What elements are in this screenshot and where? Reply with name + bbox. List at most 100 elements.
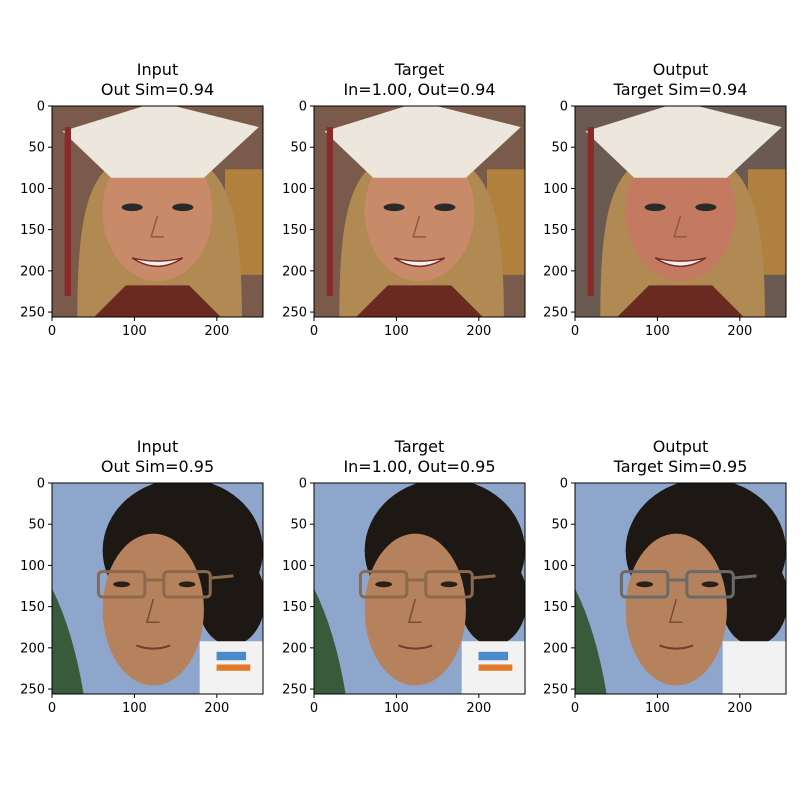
subplot-panel: 0 100 200 0 50 100 150 200 250 Input Out Sim=0.95	[10, 437, 270, 737]
face	[625, 533, 727, 686]
foliage	[314, 588, 346, 694]
x-tick-label: 100	[384, 701, 409, 716]
y-tick-label: 150	[543, 223, 568, 238]
y-tick-label: 150	[20, 223, 45, 238]
subplot-title-line2: In=1.00, Out=0.94	[343, 80, 496, 99]
tassel	[587, 127, 594, 296]
y-tick-label: 250	[543, 306, 568, 321]
x-tick-label: 200	[466, 701, 491, 716]
axes-frame	[313, 482, 526, 695]
x-tick-label: 100	[384, 324, 409, 339]
photo-image	[52, 483, 263, 694]
tassel	[326, 127, 333, 296]
subplot-panel: 0 100 200 0 50 100 150 200 250 Target In=1.00, Out…	[272, 60, 532, 360]
y-tick-label: 0	[560, 477, 568, 492]
right-eye	[701, 581, 719, 588]
y-tick-label: 200	[282, 641, 307, 656]
x-tick-label: 100	[122, 701, 147, 716]
badge-logo	[216, 651, 247, 661]
subplot-svg: 0 100 200 0 50 100 150 200 250	[543, 100, 787, 339]
name-badge	[722, 641, 786, 694]
y-tick-label: 50	[28, 518, 45, 533]
right-eye	[434, 203, 456, 212]
axes-frame	[51, 482, 264, 695]
y-tick-label: 100	[20, 182, 45, 197]
subplot-title-line1: Input	[136, 60, 179, 79]
subplot-svg: 0 100 200 0 50 100 150 200 250	[20, 477, 264, 716]
x-tick-label: 0	[571, 324, 579, 339]
graduation-cap	[585, 106, 782, 178]
x-tick-label: 200	[466, 324, 491, 339]
y-tick-label: 150	[543, 600, 568, 615]
subplot-title-line2: Out Sim=0.95	[100, 457, 215, 476]
y-tick-label: 0	[299, 477, 307, 492]
subplot-panel: 0 100 200 0 50 100 150 200 250 Input Out Sim=0.94	[10, 60, 270, 360]
y-tick-label: 250	[282, 306, 307, 321]
graduation-cap	[62, 106, 259, 178]
subplot-title-line1: Input	[136, 437, 179, 456]
photo-image	[52, 106, 263, 317]
subplot-title-line2: In=1.00, Out=0.95	[343, 457, 496, 476]
glasses-arm	[733, 574, 757, 580]
hair-side	[197, 552, 263, 646]
left-eye	[644, 203, 666, 212]
left-eye	[383, 203, 405, 212]
y-tick-label: 250	[543, 683, 568, 698]
subplot-title-line1: Target	[394, 437, 445, 456]
y-tick-label: 200	[543, 264, 568, 279]
y-tick-label: 200	[543, 641, 568, 656]
subplot-panel: 0 100 200 0 50 100 150 200 250 Output Target Sim=0…	[533, 437, 793, 737]
subplot-title-line1: Output	[652, 437, 709, 456]
subplot-title-line2: Target Sim=0.94	[613, 80, 748, 99]
y-tick-label: 100	[543, 559, 568, 574]
y-tick-label: 50	[551, 141, 568, 156]
y-tick-label: 0	[560, 100, 568, 115]
glasses-arm	[210, 574, 234, 580]
hair-side	[459, 552, 525, 646]
axes-frame	[313, 105, 526, 318]
smile	[654, 257, 707, 268]
x-tick-label: 100	[645, 701, 670, 716]
y-tick-label: 100	[20, 559, 45, 574]
left-eye	[121, 203, 143, 212]
y-tick-label: 50	[290, 518, 307, 533]
y-tick-label: 200	[20, 641, 45, 656]
subplot-svg: 0 100 200 0 50 100 150 200 250	[20, 100, 264, 339]
y-tick-label: 100	[282, 182, 307, 197]
subplot-title-line2: Out Sim=0.94	[100, 80, 215, 99]
right-eye	[440, 581, 458, 588]
subplot-svg: 0 100 200 0 50 100 150 200 250	[543, 477, 787, 716]
subplot-panel: 0 100 200 0 50 100 150 200 250 Output Target Sim=0…	[533, 60, 793, 360]
badge-text-mark	[216, 664, 251, 671]
y-tick-label: 250	[20, 683, 45, 698]
subplot-title: Input Out Sim=0.95	[28, 437, 288, 477]
gown	[617, 285, 744, 317]
right-eye	[695, 203, 717, 212]
y-tick-label: 100	[282, 559, 307, 574]
mouth	[136, 644, 171, 650]
subplot-svg: 0 100 200 0 50 100 150 200 250	[282, 100, 526, 339]
face	[364, 533, 466, 686]
subplot-title-line2: Target Sim=0.95	[613, 457, 748, 476]
left-eye	[636, 581, 654, 588]
nose	[145, 598, 160, 624]
x-tick-label: 0	[310, 324, 318, 339]
face	[102, 533, 204, 686]
mouth	[659, 644, 694, 650]
badge-logo	[478, 651, 509, 661]
right-lens	[162, 570, 212, 599]
photo-image	[575, 483, 786, 694]
left-eye	[113, 581, 131, 588]
x-tick-label: 100	[122, 324, 147, 339]
graduation-cap	[324, 106, 521, 178]
foliage	[52, 588, 84, 694]
y-tick-label: 0	[299, 100, 307, 115]
x-tick-label: 100	[645, 324, 670, 339]
photo-image	[314, 106, 525, 317]
left-lens	[619, 570, 670, 599]
y-tick-label: 150	[282, 600, 307, 615]
axes-frame	[574, 105, 787, 318]
smile	[393, 257, 446, 268]
y-tick-label: 150	[282, 223, 307, 238]
subplot-svg: 0 100 200 0 50 100 150 200 250	[282, 477, 526, 716]
